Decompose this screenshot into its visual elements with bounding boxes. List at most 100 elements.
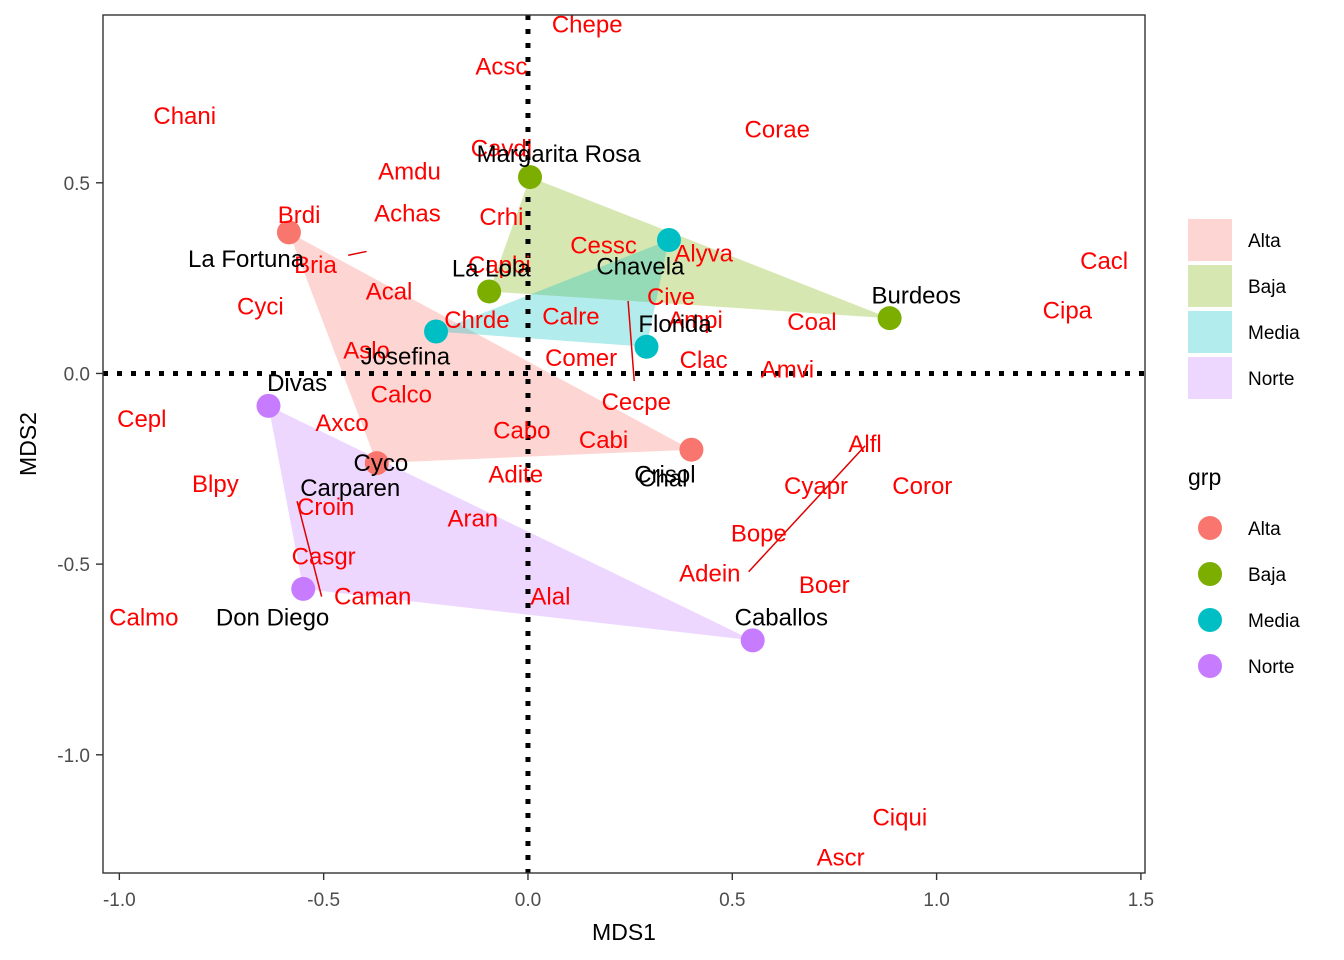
site-label: Florida <box>638 311 712 338</box>
site-points <box>256 165 902 653</box>
species-label: Acsc <box>475 53 527 80</box>
species-label: Cavdi <box>471 135 532 162</box>
site-point-chavela <box>656 227 681 252</box>
y-axis-title: MDS2 <box>15 412 41 476</box>
legend-label: Norte <box>1248 369 1294 390</box>
x-tick-label: 1.5 <box>1128 890 1154 911</box>
site-point-florida <box>634 334 659 359</box>
species-label: Cabo <box>493 418 550 445</box>
species-label: Cacl <box>1080 248 1128 275</box>
y-tick-label: -1.0 <box>57 746 90 767</box>
x-tick-label: -1.0 <box>103 890 136 911</box>
species-label: Cyci <box>237 294 284 321</box>
species-label: Ampi <box>668 307 723 334</box>
species-label: Cyapr <box>784 473 848 500</box>
hull-media <box>436 240 669 347</box>
site-label: Divas <box>267 370 327 397</box>
legend-label: Baja <box>1248 565 1286 586</box>
site-label: Burdeos <box>871 282 960 309</box>
species-label: Brdi <box>278 202 321 229</box>
species-label: Bria <box>294 252 337 279</box>
x-tick-label: -0.5 <box>307 890 340 911</box>
species-label: Amvi <box>761 357 814 384</box>
legend-key-bg <box>1188 310 1232 354</box>
y-tick-label: 0.0 <box>64 364 90 385</box>
species-label: Croin <box>297 494 354 521</box>
plot-panel-border <box>102 14 1146 874</box>
site-label: Crisol <box>634 462 695 489</box>
legend-swatch-alta <box>1188 219 1232 261</box>
legend-label: Norte <box>1248 657 1294 678</box>
legend-label: Baja <box>1248 277 1286 298</box>
hull-alta <box>288 232 692 464</box>
site-label: Cyco <box>354 450 409 477</box>
species-label: Achas <box>374 200 441 227</box>
legend-label: Media <box>1248 611 1300 632</box>
species-label: Coal <box>787 309 836 336</box>
species-label: Cecpe <box>602 389 671 416</box>
species-label: Chani <box>153 103 216 130</box>
leader-line <box>348 250 367 256</box>
legend-key-bg <box>1188 264 1232 308</box>
hull-baja <box>489 177 890 319</box>
species-label: Adite <box>488 462 543 489</box>
species-label: Corae <box>745 116 810 143</box>
site-point-margarita-rosa <box>518 165 543 190</box>
site-label: La Fortuna <box>188 246 305 273</box>
site-label: Josefina <box>361 343 451 370</box>
site-label: Chavela <box>596 254 685 281</box>
site-label: Chal <box>638 465 687 492</box>
species-label: Casgr <box>292 543 356 570</box>
species-label: Boer <box>799 572 850 599</box>
species-label: Acal <box>366 278 413 305</box>
species-label: Ciqui <box>872 805 927 832</box>
hull-norte <box>268 405 753 641</box>
species-label: Clac <box>680 347 728 374</box>
hull-layer <box>268 177 890 641</box>
species-label: Cessc <box>570 233 637 260</box>
legend-point-media <box>1198 608 1222 632</box>
legend-point-alta <box>1198 516 1222 540</box>
site-label: Carparen <box>300 475 400 502</box>
leader-line <box>748 445 866 573</box>
site-label: Don Diego <box>216 605 329 632</box>
site-point-josefina <box>424 319 449 344</box>
site-label: Caballos <box>735 605 828 632</box>
legend-label: Alta <box>1248 519 1281 540</box>
species-label: Alfl <box>848 431 881 458</box>
legend-point-norte <box>1198 654 1222 678</box>
axes: -1.0 -0.5 0.0 0.5 1.0 1.5 -1.0 -0.5 0.0 0.5 <box>57 174 1154 911</box>
site-point-la-lola <box>477 279 502 304</box>
x-tick-label: 0.5 <box>719 890 745 911</box>
x-tick-label: 0.0 <box>515 890 541 911</box>
legend: Alta Baja Media Norte grp Alta Baja Media Norte <box>1188 218 1300 678</box>
legend-swatch-baja <box>1188 265 1232 307</box>
species-label: Cive <box>647 284 695 311</box>
species-label: Crhi <box>479 204 523 231</box>
species-label: Capbi <box>468 252 531 279</box>
species-label: Coror <box>892 473 952 500</box>
species-label: Bope <box>731 521 787 548</box>
site-label: La Lola <box>452 256 531 283</box>
site-point-chal <box>679 437 704 462</box>
species-label: Alal <box>530 584 570 611</box>
species-label: Calmo <box>109 605 178 632</box>
species-label: Adein <box>679 561 740 588</box>
site-point-divas <box>256 393 281 418</box>
leader-line <box>627 300 635 382</box>
leader-lines <box>296 250 866 597</box>
species-label: Cipa <box>1043 298 1093 325</box>
y-tick-label: -0.5 <box>57 555 90 576</box>
site-label: Margarita Rosa <box>477 141 642 168</box>
legend-point-baja <box>1198 562 1222 586</box>
species-label: Chrde <box>444 307 509 334</box>
site-point-burdeos <box>877 306 902 331</box>
legend-label: Alta <box>1248 231 1281 252</box>
legend-title: grp <box>1188 464 1221 490</box>
site-point-don-diego <box>291 576 316 601</box>
legend-swatch-media <box>1188 311 1232 353</box>
x-axis-title: MDS1 <box>592 919 656 945</box>
species-label: Alyva <box>674 240 733 267</box>
